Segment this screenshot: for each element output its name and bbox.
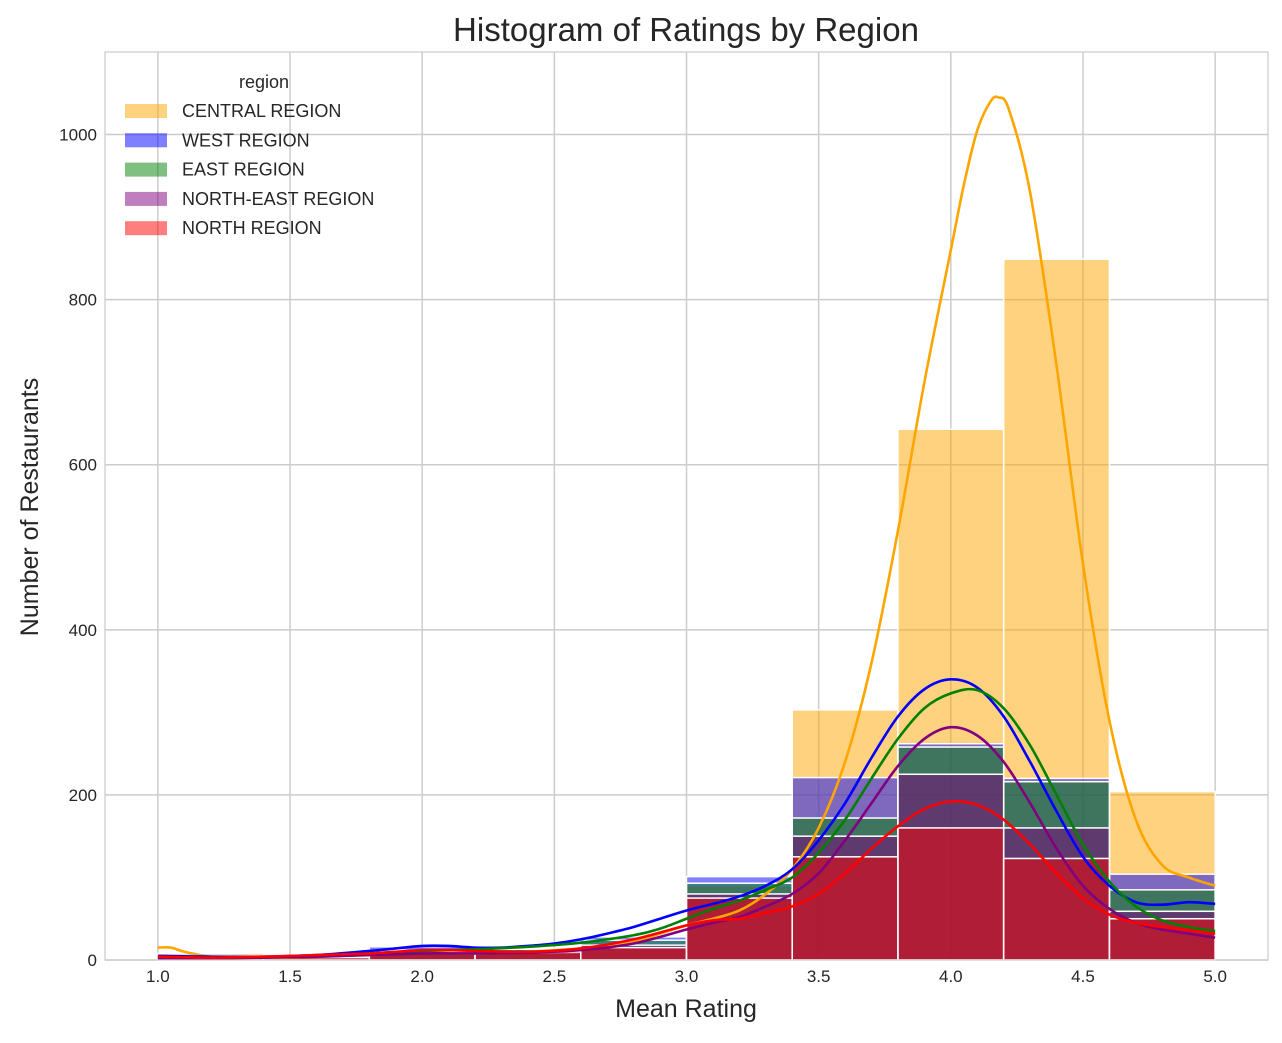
plot-frame (104, 51, 1269, 961)
kde-line (157, 800, 1216, 959)
x-tick-label: 4.0 (939, 967, 963, 986)
histogram-bars (157, 258, 1216, 961)
histogram-bar (1108, 917, 1216, 961)
legend-item: EAST REGION (125, 160, 305, 180)
legend-label: NORTH REGION (182, 218, 322, 238)
legend-label: NORTH-EAST REGION (182, 189, 374, 209)
y-tick-label: 200 (69, 786, 97, 805)
y-tick-label: 800 (69, 291, 97, 310)
x-tick-label: 5.0 (1203, 967, 1227, 986)
x-tick-label: 2.0 (410, 967, 434, 986)
legend-swatch (125, 191, 167, 206)
x-tick-label: 3.0 (675, 967, 699, 986)
legend-label: WEST REGION (182, 130, 310, 150)
legend-label: CENTRAL REGION (182, 101, 341, 121)
x-axis-ticks: 1.0 1.5 2.0 2.5 3.0 3.5 4.0 4.5 5.0 (146, 967, 1227, 986)
x-tick-label: 3.5 (807, 967, 831, 986)
legend-swatch (125, 133, 167, 148)
y-tick-label: 600 (69, 456, 97, 475)
histogram-bar (897, 827, 1005, 961)
kde-line (157, 725, 1216, 960)
x-axis-label: Mean Rating (615, 995, 757, 1023)
kde-curves (157, 95, 1216, 960)
x-tick-label: 4.5 (1071, 967, 1095, 986)
legend-swatch (125, 221, 167, 236)
kde-line (157, 678, 1216, 959)
legend-item: WEST REGION (125, 130, 310, 150)
x-tick-label: 1.5 (278, 967, 302, 986)
legend-item: NORTH REGION (125, 218, 322, 238)
legend-swatch (125, 162, 167, 177)
legend-label: EAST REGION (182, 160, 305, 180)
legend-swatch (125, 104, 167, 118)
y-tick-label: 0 (88, 951, 97, 970)
histogram-bar (685, 897, 793, 961)
y-tick-label: 400 (69, 621, 97, 640)
legend-item: NORTH-EAST REGION (125, 189, 374, 209)
legend-title: region (239, 72, 289, 92)
x-tick-label: 2.5 (543, 967, 567, 986)
y-tick-label: 1000 (59, 126, 97, 145)
chart-title: Histogram of Ratings by Region (453, 11, 919, 48)
legend: region CENTRAL REGION WEST REGION EAST REG… (125, 72, 374, 238)
bar-series (157, 827, 1216, 961)
legend-item: CENTRAL REGION (125, 101, 341, 121)
y-axis-label: Number of Restaurants (16, 378, 44, 636)
y-axis-ticks: 0 200 400 600 800 1000 (59, 126, 97, 970)
x-tick-label: 1.0 (146, 967, 170, 986)
